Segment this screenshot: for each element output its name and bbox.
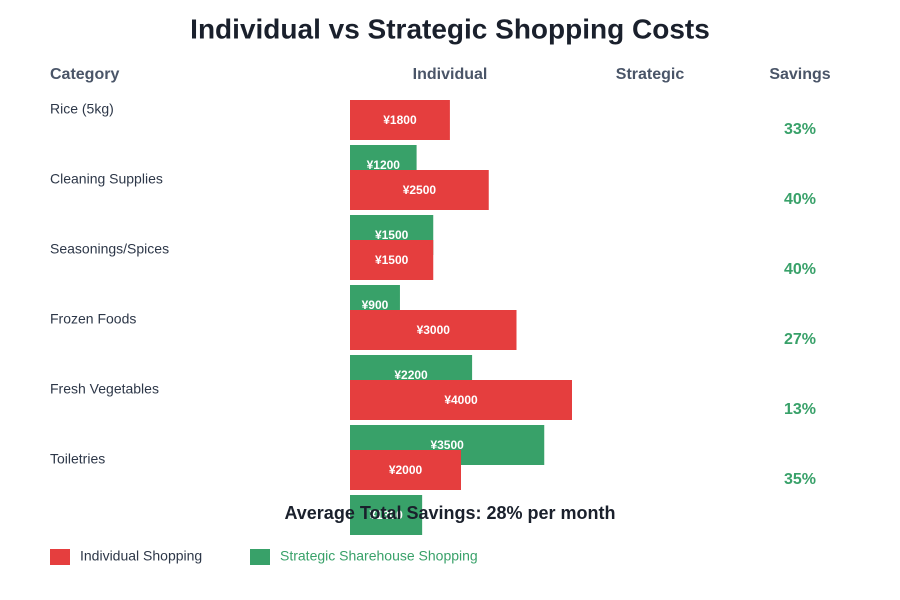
bar <box>350 240 434 280</box>
bar-label: ¥1200 <box>367 158 401 172</box>
legend-label: Individual Shopping <box>80 548 202 564</box>
column-header: Individual <box>413 66 488 83</box>
bar-label: ¥1500 <box>375 228 409 242</box>
legend-label: Strategic Sharehouse Shopping <box>280 548 478 564</box>
legend-swatch <box>50 549 70 565</box>
category-label: Rice (5kg) <box>50 101 114 117</box>
category-label: Toiletries <box>50 451 105 467</box>
category-label: Seasonings/Spices <box>50 241 169 257</box>
savings-label: 35% <box>784 471 816 488</box>
bar <box>350 495 423 535</box>
savings-label: 40% <box>784 261 816 278</box>
chart-title: Individual vs Strategic Shopping Costs <box>190 13 710 44</box>
bar-label: ¥1800 <box>383 113 417 127</box>
bar-label: ¥4000 <box>444 393 478 407</box>
bar-label: ¥3500 <box>430 438 464 452</box>
bar-label: ¥2200 <box>394 368 428 382</box>
bar-label: ¥2500 <box>403 183 437 197</box>
summary: Average Total Savings: 28% per month <box>284 503 615 523</box>
bar-label: ¥1300 <box>369 508 403 522</box>
column-header: Savings <box>769 66 830 83</box>
column-header: Category <box>50 66 119 83</box>
bar <box>350 170 489 210</box>
bars: Rice (5kg) 33% ¥1800 ¥1200 Cleaning Supplies… <box>50 100 816 535</box>
column-header: Strategic <box>616 66 685 83</box>
savings-label: 33% <box>784 121 816 138</box>
category-label: Frozen Foods <box>50 311 136 327</box>
bar <box>350 380 572 420</box>
category-label: Cleaning Supplies <box>50 171 163 187</box>
savings-label: 27% <box>784 331 816 348</box>
bar <box>350 310 517 350</box>
bar-label: ¥2000 <box>389 463 423 477</box>
bar <box>350 450 461 490</box>
bar-label: ¥1500 <box>375 253 409 267</box>
savings-label: 40% <box>784 191 816 208</box>
legend-swatch <box>250 549 270 565</box>
savings-label: 13% <box>784 401 816 418</box>
bar <box>350 100 450 140</box>
bar-label: ¥3000 <box>417 323 451 337</box>
bar-label: ¥900 <box>362 298 389 312</box>
category-label: Fresh Vegetables <box>50 381 159 397</box>
